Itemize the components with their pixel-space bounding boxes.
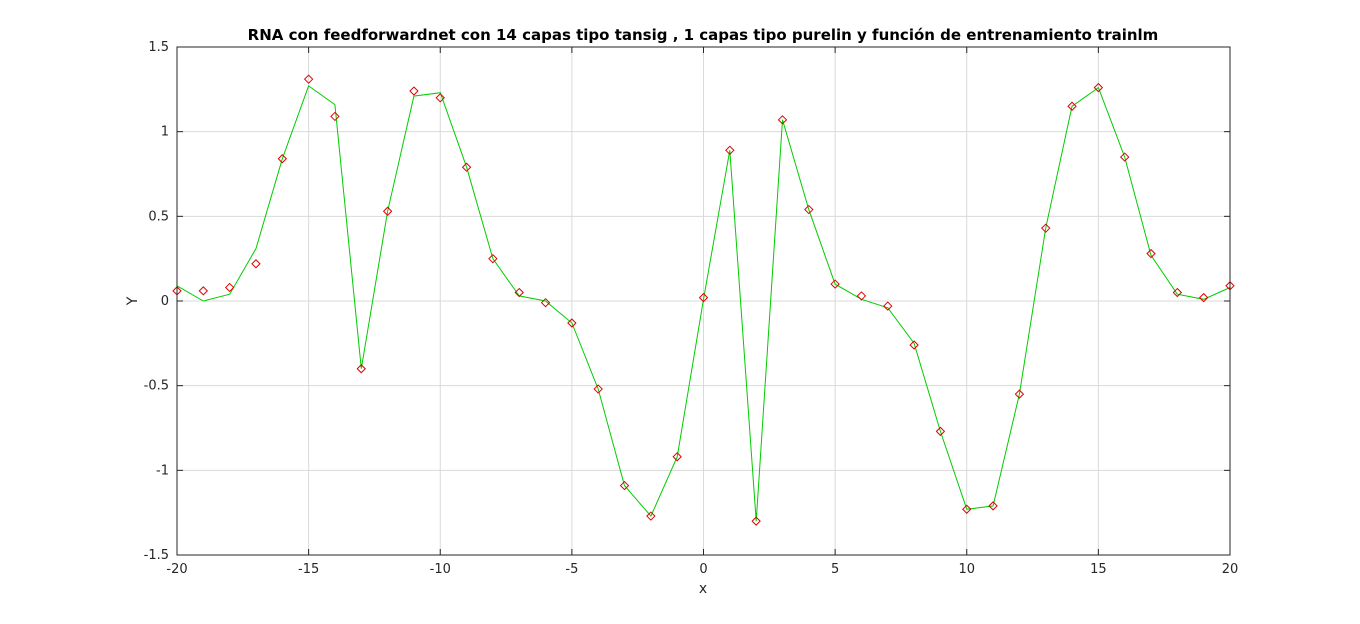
x-tick-label: -15 bbox=[298, 562, 319, 577]
data-point-marker bbox=[1067, 101, 1077, 111]
data-point-marker bbox=[1014, 389, 1025, 399]
x-axis-label: x bbox=[699, 581, 707, 597]
data-point-marker bbox=[725, 145, 735, 156]
y-axis-label: Y bbox=[125, 296, 141, 306]
data-point-marker bbox=[672, 452, 682, 462]
data-point-marker bbox=[883, 301, 893, 311]
data-point-marker bbox=[461, 162, 472, 172]
y-tick-label: 0.5 bbox=[148, 209, 169, 224]
data-point-marker bbox=[488, 253, 498, 264]
data-point-marker bbox=[777, 115, 788, 125]
data-point-marker bbox=[830, 279, 840, 289]
data-point-marker bbox=[751, 516, 761, 526]
ticks: -20 -15 -10 -5 0 5 10 15 20 -1.5 -1 -0.5 0 0.5 1 1.5 bbox=[144, 40, 1239, 577]
data-point-marker bbox=[224, 282, 235, 293]
data-point-marker bbox=[303, 74, 314, 84]
series-layer bbox=[172, 74, 1235, 526]
grid bbox=[177, 47, 1230, 555]
data-point-marker bbox=[962, 504, 972, 514]
data-point-marker bbox=[619, 480, 630, 491]
x-tick-label: 10 bbox=[958, 562, 975, 577]
x-tick-label: -5 bbox=[565, 562, 578, 577]
data-point-marker bbox=[330, 111, 340, 122]
data-point-marker bbox=[935, 426, 946, 437]
x-tick-label: -20 bbox=[166, 562, 187, 577]
data-point-marker bbox=[804, 204, 814, 215]
data-point-marker bbox=[909, 340, 919, 350]
y-tick-label: -1 bbox=[156, 463, 169, 478]
data-point-marker bbox=[856, 291, 867, 301]
data-point-marker bbox=[567, 318, 577, 328]
data-point-marker bbox=[1093, 82, 1104, 93]
x-tick-label: 0 bbox=[699, 562, 707, 577]
x-tick-label: -10 bbox=[430, 562, 451, 577]
data-point-marker bbox=[251, 259, 261, 269]
x-tick-label: 5 bbox=[831, 562, 839, 577]
data-point-marker bbox=[698, 292, 709, 303]
y-tick-label: 0 bbox=[161, 294, 169, 309]
y-tick-label: 1 bbox=[161, 125, 169, 140]
data-point-marker bbox=[198, 286, 209, 296]
data-point-marker bbox=[988, 501, 998, 511]
y-tick-label: -0.5 bbox=[144, 379, 169, 394]
data-point-marker bbox=[514, 287, 524, 298]
data-point-marker bbox=[1198, 292, 1209, 303]
data-point-marker bbox=[435, 93, 445, 103]
data-point-marker bbox=[382, 206, 393, 216]
chart-title: RNA con feedforwardnet con 14 capas tipo… bbox=[248, 26, 1159, 44]
data-point-marker bbox=[593, 384, 603, 394]
data-point-marker bbox=[1146, 248, 1156, 259]
y-tick-label: 1.5 bbox=[148, 40, 169, 55]
data-point-marker bbox=[1172, 287, 1183, 298]
x-tick-label: 20 bbox=[1222, 562, 1239, 577]
y-tick-label: -1.5 bbox=[144, 548, 169, 563]
series-line bbox=[176, 85, 1231, 522]
data-point-marker bbox=[540, 297, 551, 308]
data-point-marker bbox=[356, 364, 366, 374]
data-point-marker bbox=[409, 86, 419, 96]
data-point-marker bbox=[1119, 152, 1130, 162]
data-point-marker bbox=[1041, 223, 1051, 233]
data-point-marker bbox=[646, 511, 656, 521]
data-point-marker bbox=[277, 154, 288, 164]
x-tick-label: 15 bbox=[1090, 562, 1107, 577]
